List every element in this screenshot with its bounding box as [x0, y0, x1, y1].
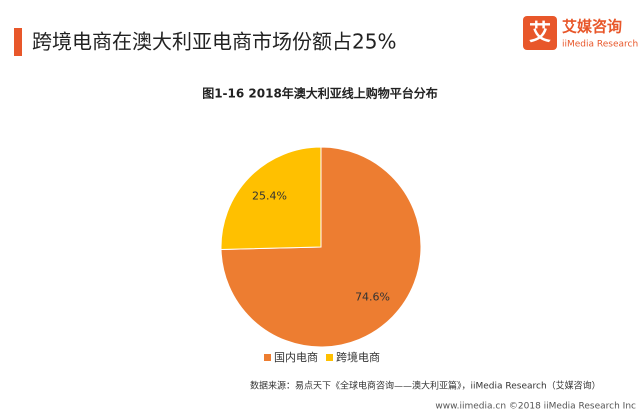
logo-box	[523, 16, 557, 50]
logo-sub: iiMedia Research	[562, 40, 638, 50]
data-label: 74.6%	[355, 290, 390, 303]
legend: 国内电商 跨境电商	[264, 350, 380, 364]
source: 数据来源：易点天下《全球电商咨询——澳大利亚篇》，iiMedia Researc…	[250, 380, 601, 392]
legend-label: 跨境电商	[336, 350, 380, 364]
pie: 74.6% 25.4%	[220, 146, 422, 348]
chart-title: 图1-16 2018年澳大利亚线上购物平台分布	[202, 86, 438, 101]
title-marker	[14, 28, 22, 56]
data-label: 25.4%	[252, 190, 287, 203]
legend-label: 国内电商	[274, 350, 318, 364]
footer: www.iimedia.cn ©2018 iiMedia Research In…	[435, 402, 636, 412]
pie-slice	[220, 146, 322, 251]
legend-swatch	[326, 354, 333, 361]
legend-swatch	[264, 354, 271, 361]
page-title: 跨境电商在澳大利亚电商市场份额占25%	[32, 30, 396, 54]
logo-icon: 艾	[529, 21, 551, 46]
logo-name: 艾媒咨询	[562, 18, 622, 36]
